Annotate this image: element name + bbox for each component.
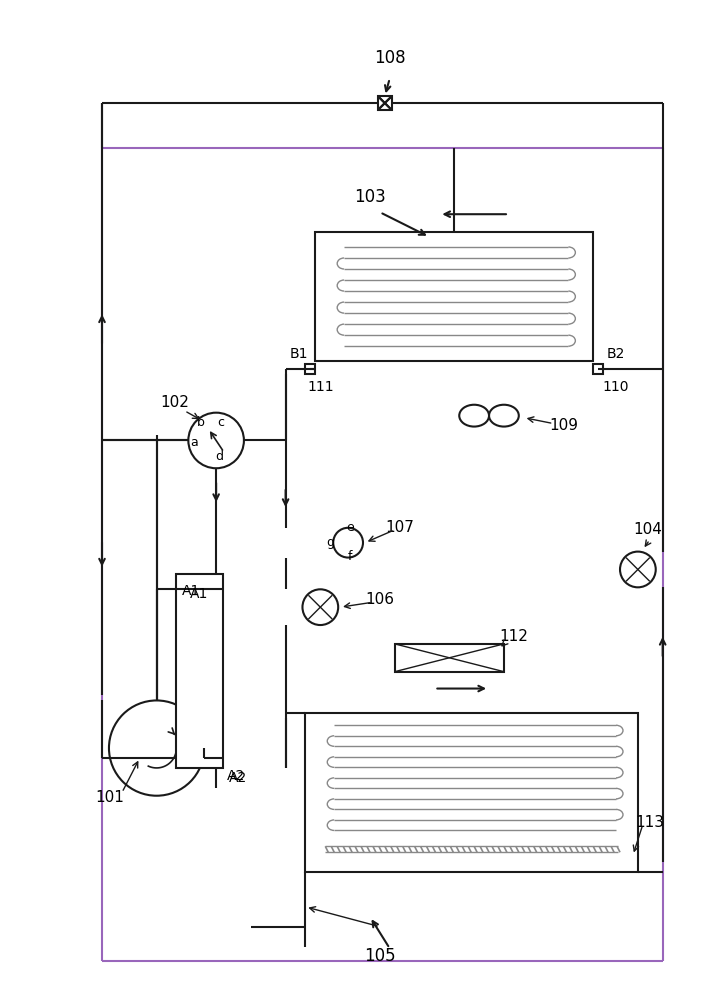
Text: 112: 112 <box>500 629 529 644</box>
Text: 113: 113 <box>635 815 664 830</box>
Text: 110: 110 <box>602 380 629 394</box>
Text: c: c <box>218 416 225 429</box>
Text: A2: A2 <box>229 771 247 785</box>
Text: d: d <box>215 450 223 463</box>
Circle shape <box>334 528 363 558</box>
Ellipse shape <box>489 405 519 427</box>
Text: 108: 108 <box>374 49 405 67</box>
Circle shape <box>109 700 204 796</box>
Text: e: e <box>347 521 354 534</box>
Text: b: b <box>197 416 205 429</box>
Text: 109: 109 <box>549 418 578 433</box>
Text: A1: A1 <box>190 587 209 601</box>
Text: 111: 111 <box>307 380 334 394</box>
Bar <box>394 644 504 672</box>
Bar <box>305 713 638 872</box>
Bar <box>593 364 603 374</box>
Text: f: f <box>348 550 352 563</box>
Bar <box>305 364 315 374</box>
Text: A2: A2 <box>227 769 245 783</box>
Text: 103: 103 <box>354 188 386 206</box>
Bar <box>315 232 593 361</box>
Text: 107: 107 <box>385 520 414 535</box>
Ellipse shape <box>459 405 489 427</box>
Bar <box>176 574 223 768</box>
Text: 105: 105 <box>364 947 396 965</box>
Text: A1: A1 <box>182 584 201 598</box>
Circle shape <box>188 413 244 468</box>
Text: 101: 101 <box>96 790 125 805</box>
Circle shape <box>620 552 655 587</box>
Text: B2: B2 <box>607 347 625 361</box>
Bar <box>378 96 392 110</box>
Text: B1: B1 <box>289 347 307 361</box>
Text: 104: 104 <box>634 522 662 537</box>
Text: 102: 102 <box>160 395 189 410</box>
Text: g: g <box>326 536 334 549</box>
Text: 106: 106 <box>365 592 394 607</box>
Text: a: a <box>191 436 198 449</box>
Circle shape <box>302 589 338 625</box>
